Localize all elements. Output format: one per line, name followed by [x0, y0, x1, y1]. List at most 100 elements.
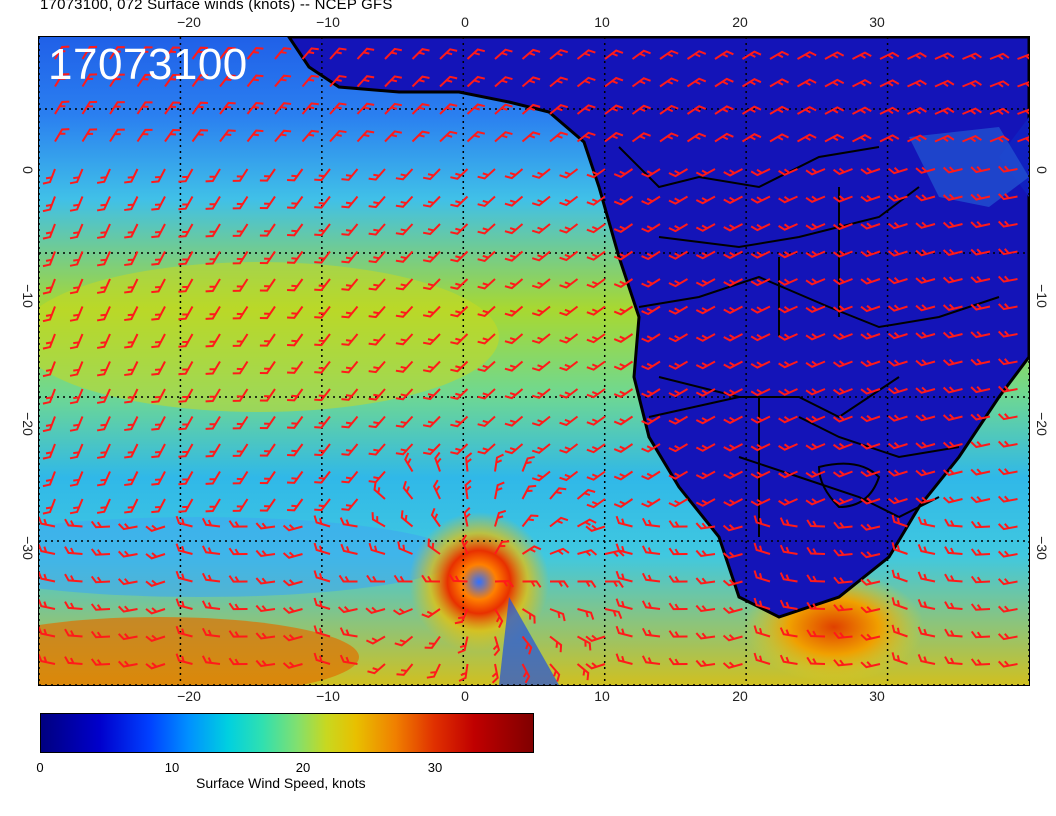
wind-barb	[282, 579, 303, 587]
wind-barb	[741, 78, 762, 88]
wind-barb	[228, 520, 248, 528]
wind-barb	[81, 73, 98, 88]
wind-barb	[96, 333, 111, 349]
wind-barb	[178, 278, 194, 293]
wind-barb	[806, 546, 826, 555]
wind-barb	[934, 107, 955, 115]
wind-barb	[833, 659, 853, 667]
wind-barb	[860, 578, 881, 586]
wind-barb	[805, 250, 826, 258]
wind-barb	[641, 517, 661, 528]
wind-barb	[504, 333, 524, 345]
wind-barb	[942, 386, 963, 394]
wind-barb	[124, 306, 139, 322]
wind-barb	[531, 388, 551, 399]
wind-barb	[450, 195, 469, 208]
wind-barb	[833, 549, 853, 557]
wind-barb	[124, 471, 139, 487]
wind-barb	[341, 195, 359, 209]
wind-barb	[887, 359, 908, 367]
wind-barb	[723, 388, 743, 397]
wind-barb	[723, 498, 743, 507]
wind-barb	[432, 479, 441, 500]
wind-barb	[805, 443, 826, 451]
wind-barb	[832, 387, 853, 396]
wind-barb	[504, 223, 524, 235]
wind-barb	[604, 131, 624, 143]
wind-barb	[314, 388, 331, 402]
wind-barb	[422, 360, 441, 373]
wind-barb	[997, 248, 1018, 256]
wind-barb	[860, 249, 881, 258]
wind-barb	[615, 570, 633, 583]
wind-barb	[464, 479, 472, 500]
wind-barb	[301, 102, 319, 115]
wind-barb	[450, 443, 469, 455]
wind-barb	[549, 131, 569, 143]
wind-barb	[477, 443, 496, 455]
wind-barb	[962, 79, 982, 88]
wind-barb	[404, 452, 414, 473]
lon-tick-bottom: 20	[732, 688, 748, 704]
wind-barb	[191, 74, 209, 88]
wind-barb	[228, 630, 248, 638]
wind-barb	[970, 520, 991, 529]
wind-barb	[695, 195, 716, 205]
wind-barb	[287, 415, 304, 429]
wind-barb	[411, 48, 430, 60]
wind-barb	[521, 103, 541, 115]
wind-barb	[205, 498, 221, 513]
wind-barb	[942, 166, 963, 174]
wind-barb	[934, 79, 955, 88]
wind-barb	[604, 49, 624, 60]
wind-barb	[259, 415, 276, 430]
wind-barb	[695, 549, 716, 558]
wind-barb	[942, 303, 963, 311]
wind-barb	[205, 305, 221, 320]
wind-barb	[246, 129, 264, 143]
wind-barb	[219, 74, 236, 88]
lat-tick-left: −10	[20, 284, 36, 308]
wind-barb	[778, 223, 798, 231]
wind-barb	[287, 278, 304, 292]
wind-barb	[750, 470, 771, 479]
wind-barb	[962, 107, 982, 115]
wind-barb	[339, 517, 358, 528]
wind-barb	[586, 223, 606, 234]
wind-barb	[394, 635, 414, 647]
wind-barb	[96, 196, 111, 212]
wind-barb	[668, 333, 689, 343]
wind-barb	[805, 388, 826, 396]
wind-barb	[314, 470, 331, 484]
wind-barb	[970, 575, 991, 584]
wind-barb	[668, 168, 689, 178]
wind-barb	[365, 635, 386, 645]
wind-barb	[39, 654, 56, 665]
wind-barb	[54, 100, 70, 115]
wind-barb	[504, 195, 524, 207]
wind-barb	[997, 275, 1018, 283]
wind-barb	[778, 470, 798, 479]
lon-tick-top: 20	[732, 14, 748, 30]
wind-barb	[175, 598, 193, 610]
wind-barb	[282, 606, 303, 614]
wind-barb	[723, 168, 743, 177]
wind-barb	[860, 523, 881, 531]
wind-barb	[287, 168, 304, 182]
wind-barb	[96, 498, 111, 514]
wind-barb	[69, 361, 84, 377]
wind-barb	[466, 48, 486, 60]
wind-barb	[232, 360, 249, 375]
wind-barb	[228, 547, 248, 556]
wind-barb	[232, 168, 249, 182]
wind-barb	[422, 443, 441, 456]
wind-barb	[887, 167, 908, 175]
wind-barb	[805, 470, 826, 478]
wind-barb	[341, 388, 359, 401]
wind-barb	[287, 195, 304, 209]
wind-barb	[422, 223, 441, 236]
wind-barb	[124, 416, 139, 432]
wind-barb	[287, 470, 304, 484]
wind-barb	[779, 517, 798, 528]
wind-barb	[124, 333, 139, 349]
